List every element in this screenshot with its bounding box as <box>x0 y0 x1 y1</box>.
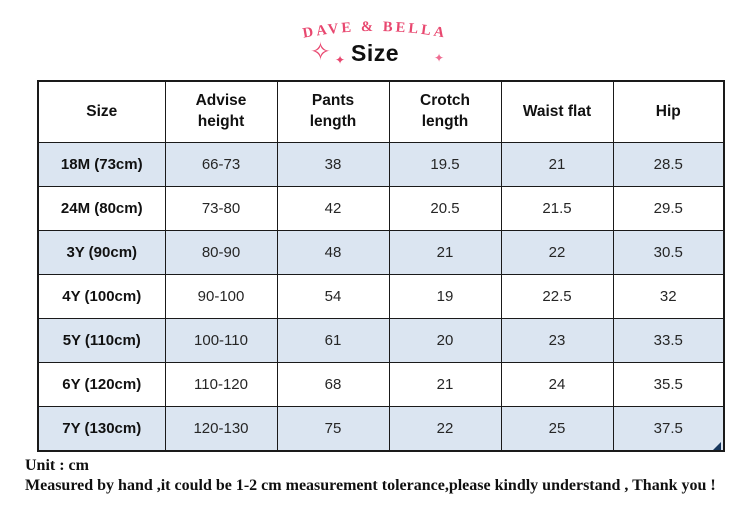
value-cell: 20 <box>388 318 502 363</box>
size-cell: 5Y (110cm) <box>37 318 166 363</box>
brand-name: DAVE & BELLA <box>301 19 445 42</box>
value-cell: 54 <box>276 274 390 319</box>
size-cell: 24M (80cm) <box>37 186 166 231</box>
table-row: 7Y (130cm) 120-130 75 22 25 37.5 <box>37 406 725 452</box>
value-cell: 75 <box>276 406 390 452</box>
value-cell: 19.5 <box>388 142 502 187</box>
column-header-waist-flat: Waist flat <box>500 80 614 143</box>
value-cell: 22.5 <box>500 274 614 319</box>
table-row: 4Y (100cm) 90-100 54 19 22.5 32 <box>37 274 725 319</box>
value-cell: 38 <box>276 142 390 187</box>
value-cell: 110-120 <box>164 362 278 407</box>
size-cell: 7Y (130cm) <box>37 406 166 452</box>
value-cell: 19 <box>388 274 502 319</box>
size-cell: 3Y (90cm) <box>37 230 166 275</box>
value-cell: 30.5 <box>612 230 725 275</box>
table-row: 6Y (120cm) 110-120 68 21 24 35.5 <box>37 362 725 407</box>
value-cell: 33.5 <box>612 318 725 363</box>
table-row: 18M (73cm) 66-73 38 19.5 21 28.5 <box>37 142 725 187</box>
value-cell: 73-80 <box>164 186 278 231</box>
value-cell: 29.5 <box>612 186 725 231</box>
value-cell: 48 <box>276 230 390 275</box>
size-table: Size Advise height Pants length Crotch l… <box>37 80 725 452</box>
value-cell: 90-100 <box>164 274 278 319</box>
svg-text:DAVE & BELLA: DAVE & BELLA <box>301 19 448 42</box>
value-cell: 22 <box>388 406 502 452</box>
value-cell: 32 <box>612 274 725 319</box>
column-header-pants-length: Pants length <box>276 80 390 143</box>
value-cell: 120-130 <box>164 406 278 452</box>
value-cell: 28.5 <box>612 142 725 187</box>
value-cell: 20.5 <box>388 186 502 231</box>
sparkle-outline-icon: ✧ <box>310 38 331 66</box>
value-cell: 37.5 <box>612 406 725 452</box>
table-row: 24M (80cm) 73-80 42 20.5 21.5 29.5 <box>37 186 725 231</box>
selection-corner-artifact <box>713 442 721 450</box>
tolerance-note: Measured by hand ,it could be 1-2 cm mea… <box>25 477 716 494</box>
value-cell: 66-73 <box>164 142 278 187</box>
size-cell: 18M (73cm) <box>37 142 166 187</box>
unit-label: Unit : cm <box>25 457 89 474</box>
value-cell: 21.5 <box>500 186 614 231</box>
value-cell: 24 <box>500 362 614 407</box>
value-cell: 35.5 <box>612 362 725 407</box>
value-cell: 80-90 <box>164 230 278 275</box>
value-cell: 61 <box>276 318 390 363</box>
table-row: 3Y (90cm) 80-90 48 21 22 30.5 <box>37 230 725 275</box>
size-cell: 6Y (120cm) <box>37 362 166 407</box>
column-header-advise-height: Advise height <box>164 80 278 143</box>
size-cell: 4Y (100cm) <box>37 274 166 319</box>
value-cell: 21 <box>388 362 502 407</box>
column-header-crotch-length: Crotch length <box>388 80 502 143</box>
footer-notes: Unit : cm Measured by hand ,it could be … <box>25 456 716 496</box>
value-cell: 42 <box>276 186 390 231</box>
value-cell: 23 <box>500 318 614 363</box>
column-header-hip: Hip <box>612 80 725 143</box>
value-cell: 21 <box>388 230 502 275</box>
value-cell: 68 <box>276 362 390 407</box>
brand-arc: DAVE & BELLA <box>301 19 448 42</box>
value-cell: 21 <box>500 142 614 187</box>
page-title: Size <box>350 40 400 66</box>
table-row: 5Y (110cm) 100-110 61 20 23 33.5 <box>37 318 725 363</box>
sparkle-filled-icon: ✦ <box>434 51 445 65</box>
value-cell: 100-110 <box>164 318 278 363</box>
table-header-row: Size Advise height Pants length Crotch l… <box>37 80 725 143</box>
value-cell: 25 <box>500 406 614 452</box>
sparkle-filled-icon: ✦ <box>335 53 346 67</box>
value-cell: 22 <box>500 230 614 275</box>
column-header-size: Size <box>37 80 166 143</box>
